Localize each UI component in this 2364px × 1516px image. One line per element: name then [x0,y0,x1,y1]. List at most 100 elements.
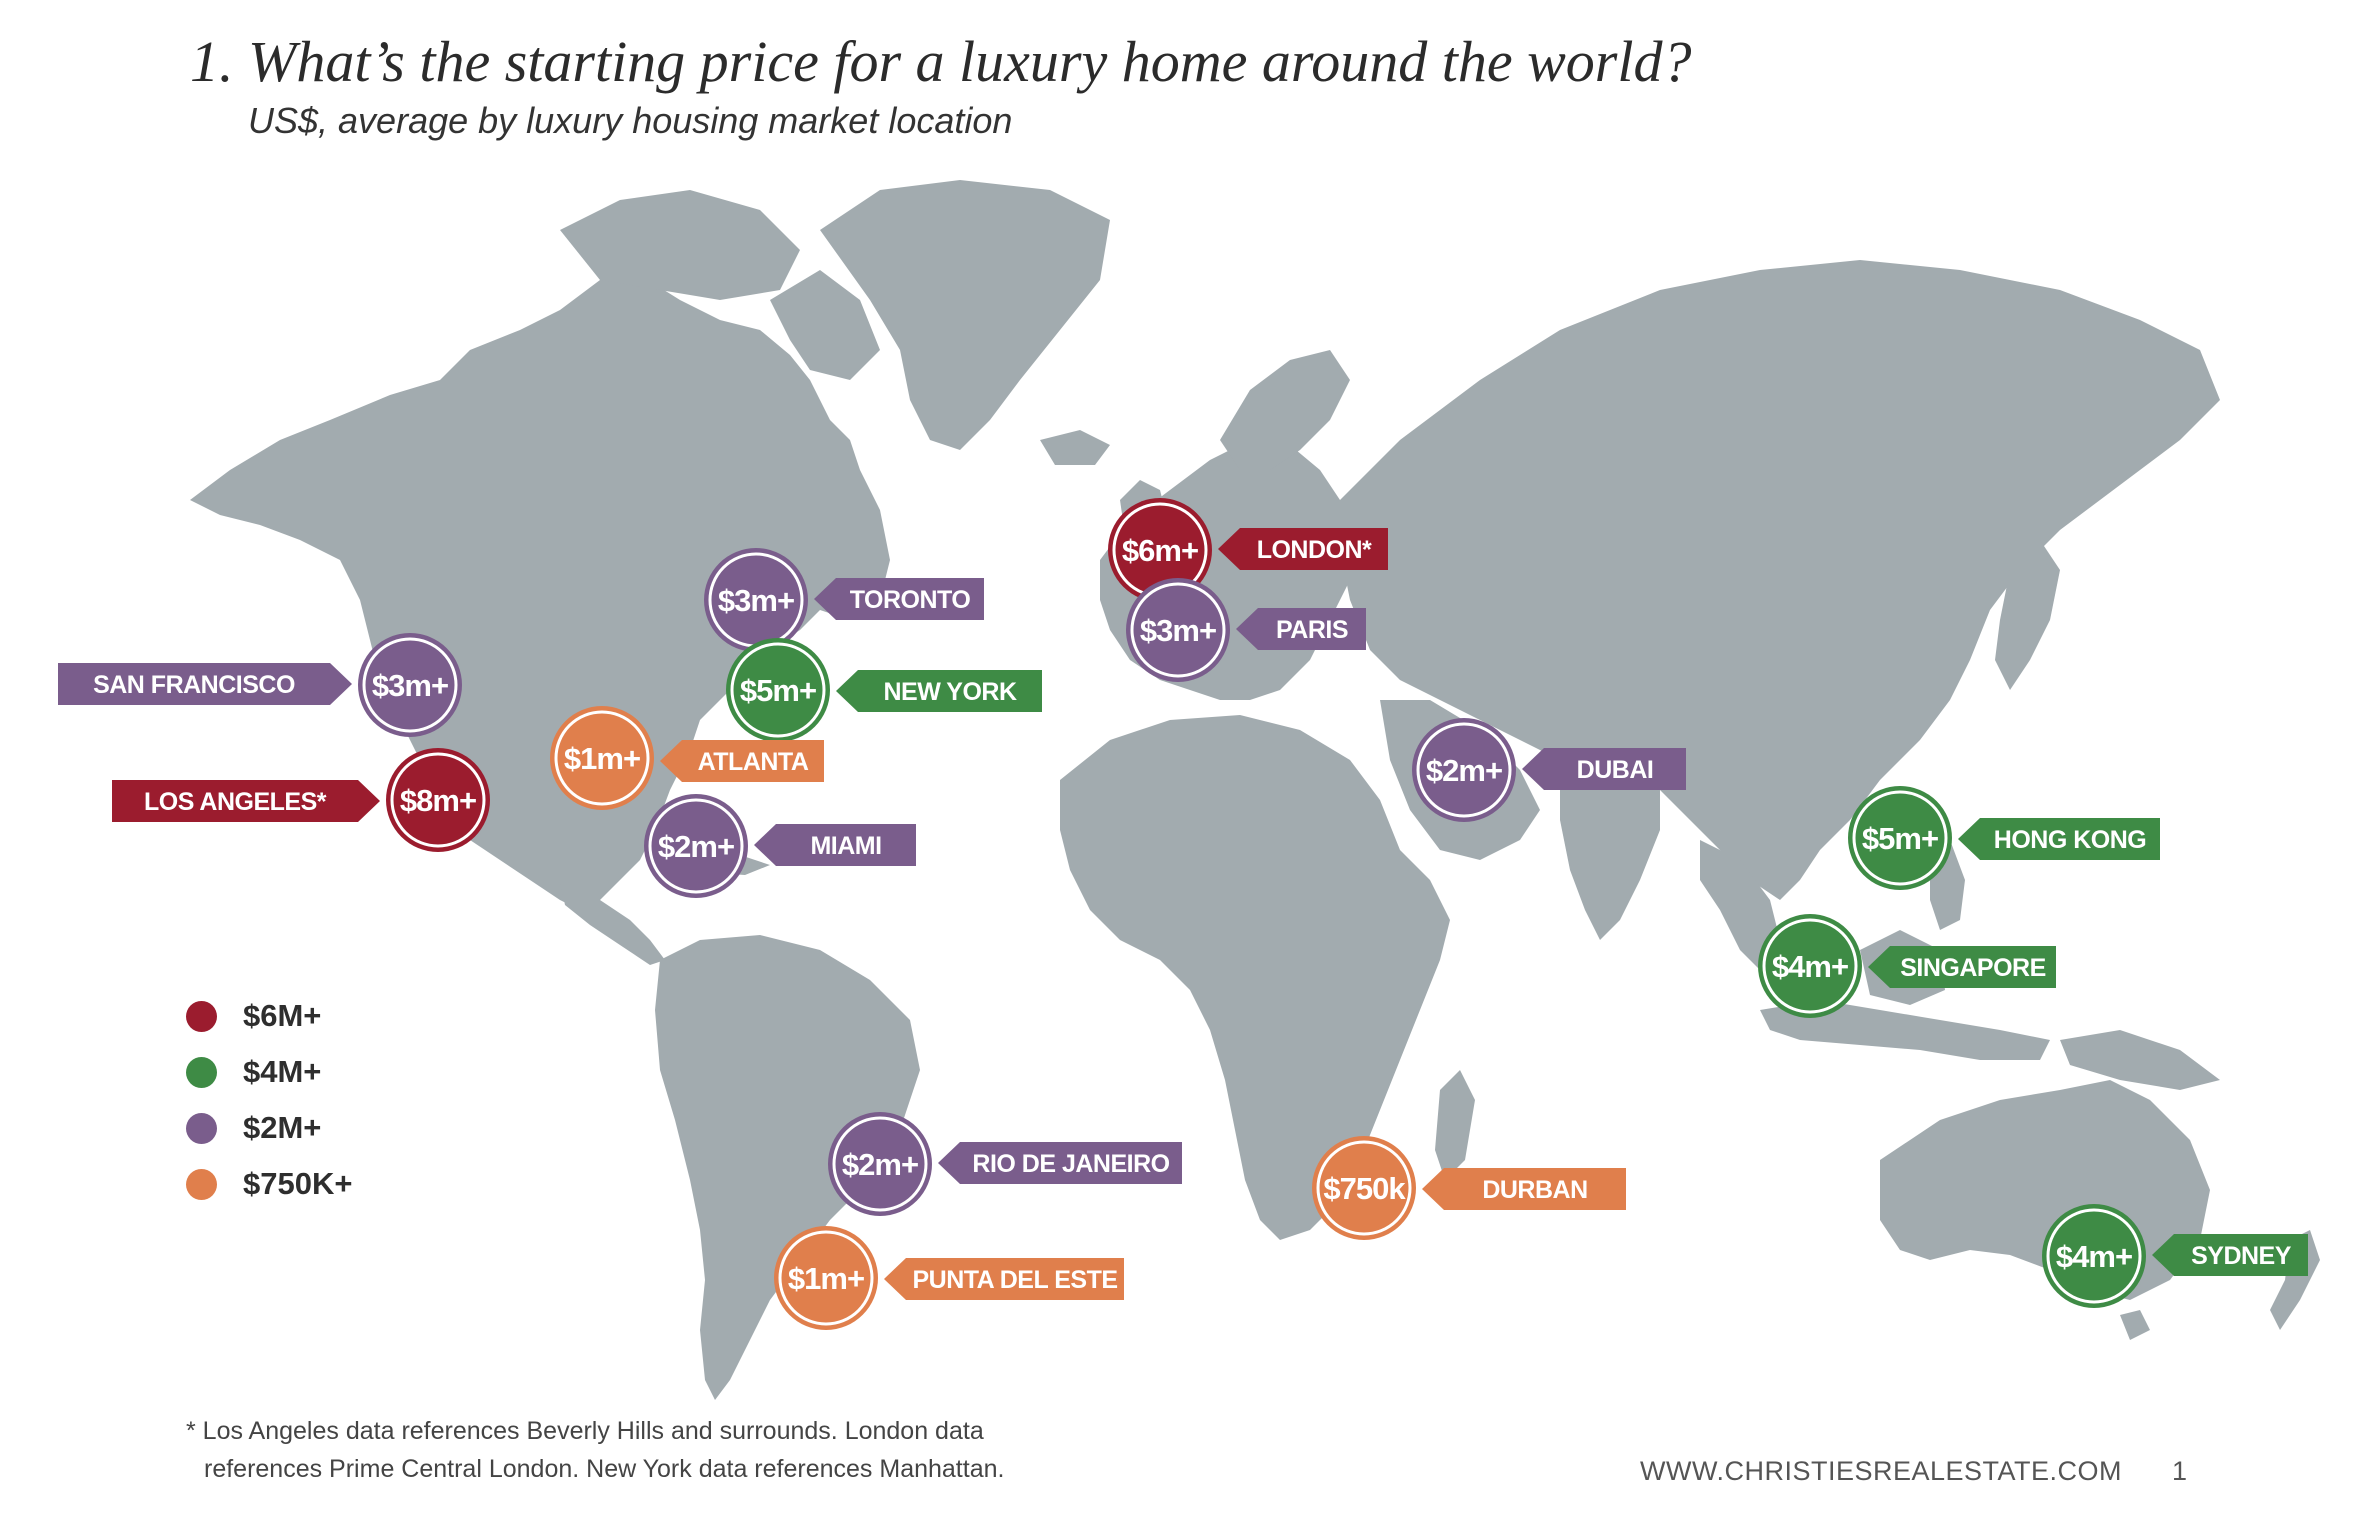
city-name: PARIS [1276,616,1348,644]
marker-new-york: NEW YORK $5m+ [726,638,1042,742]
city-label-tag [660,740,824,782]
price-badge [386,748,490,852]
marker-los-angeles: LOS ANGELES* $8m+ [112,748,490,852]
price-value: $2m+ [842,1147,918,1182]
city-label-tag [1236,608,1366,650]
city-label-tag [58,663,352,705]
price-badge [726,638,830,742]
legend-item-750k: $750K+ [186,1156,352,1212]
price-badge [704,548,808,652]
price-value: $4m+ [2056,1239,2132,1274]
price-value: $8m+ [400,783,476,818]
south-america [655,935,920,1400]
price-value: $3m+ [372,668,448,703]
legend-label-4m: $4M+ [243,1054,322,1089]
footnote-line-2: references Prime Central London. New Yor… [204,1455,1005,1483]
price-badge-ring [1416,722,1512,818]
marker-atlanta: ATLANTA $1m+ [550,706,824,810]
price-value: $2m+ [1426,753,1502,788]
india [1560,760,1660,940]
arctic-islands [560,190,800,300]
city-name: LOS ANGELES* [144,788,327,816]
continents [190,180,2320,1400]
price-badge-ring [1316,1140,1412,1236]
africa [1060,715,1450,1240]
page-subtitle: US$, average by luxury housing market lo… [248,100,1013,141]
city-label-tag [836,670,1042,712]
japan [1995,540,2060,690]
price-badge-ring [390,752,486,848]
city-name: PUNTA DEL ESTE [912,1266,1117,1294]
price-badge [1412,718,1516,822]
price-value: $5m+ [740,673,816,708]
legend-label-6m: $6M+ [243,998,322,1033]
central-america [560,880,665,965]
marker-punta-del-este: PUNTA DEL ESTE $1m+ [774,1226,1124,1330]
price-badge-ring [648,798,744,894]
city-name: ATLANTA [698,748,809,776]
price-badge [1758,914,1862,1018]
marker-dubai: DUBAI $2m+ [1412,718,1686,822]
city-label-tag [814,578,984,620]
marker-san-francisco: SAN FRANCISCO $3m+ [58,633,462,737]
city-label-tag [1868,946,2056,988]
legend-dot-750k [186,1168,217,1200]
price-badge [644,794,748,898]
city-name: SYDNEY [2191,1242,2292,1270]
price-badge-ring [1130,582,1226,678]
city-name: DUBAI [1577,756,1654,784]
price-badge [828,1112,932,1216]
price-badge-ring [730,642,826,738]
price-value: $3m+ [1140,613,1216,648]
tasmania [2120,1310,2150,1340]
city-name: MIAMI [810,832,881,860]
price-value: $750k [1323,1171,1406,1206]
city-label-tag [1522,748,1686,790]
legend-label-2m: $2M+ [243,1110,322,1145]
baffin-island [770,270,880,380]
city-name: NEW YORK [883,678,1016,706]
city-name: HONG KONG [1994,826,2146,854]
price-badge [1848,786,1952,890]
price-markers: LONDON* $6m+ PARIS $3m+ TORONTO $3m+ NEW YORK $… [58,498,2308,1330]
city-name: SAN FRANCISCO [93,671,295,699]
asia [1340,260,2220,900]
city-name: LONDON* [1257,536,1372,564]
price-badge [1108,498,1212,602]
price-badge-ring [1762,918,1858,1014]
price-badge-ring [778,1230,874,1326]
marker-hong-kong: HONG KONG $5m+ [1848,786,2160,890]
price-badge [774,1226,878,1330]
greenland [820,180,1110,450]
legend-item-6m: $6M+ [186,988,352,1044]
marker-london: LONDON* $6m+ [1108,498,1388,602]
website-link[interactable]: WWW.CHRISTIESREALESTATE.COM [1640,1456,2123,1486]
city-label-tag [2152,1234,2308,1276]
price-badge-ring [2046,1208,2142,1304]
legend-dot-4m [186,1056,217,1088]
marker-miami: MIAMI $2m+ [644,794,916,898]
city-name: TORONTO [850,586,971,614]
legend-label-750k: $750K+ [243,1166,353,1201]
city-label-tag [1422,1168,1626,1210]
price-legend: $6M+ $4M+ $2M+ $750K+ [186,988,352,1212]
marker-paris: PARIS $3m+ [1126,578,1366,682]
marker-durban: DURBAN $750k [1312,1136,1626,1240]
indonesia [1760,1000,2050,1060]
new-guinea [2060,1030,2220,1090]
marker-rio-de-janeiro: RIO DE JANEIRO $2m+ [828,1112,1182,1216]
city-label-tag [1218,528,1388,570]
price-value: $1m+ [564,741,640,776]
iceland [1040,430,1110,465]
north-america-landmass [190,275,890,910]
price-value: $6m+ [1122,533,1198,568]
price-badge-ring [1852,790,1948,886]
price-value: $2m+ [658,829,734,864]
price-badge-ring [554,710,650,806]
price-badge [1312,1136,1416,1240]
page-title: 1. What’s the starting price for a luxur… [190,29,1692,94]
marker-singapore: SINGAPORE $4m+ [1758,914,2056,1018]
city-name: RIO DE JANEIRO [972,1150,1169,1178]
price-badge-ring [832,1116,928,1212]
